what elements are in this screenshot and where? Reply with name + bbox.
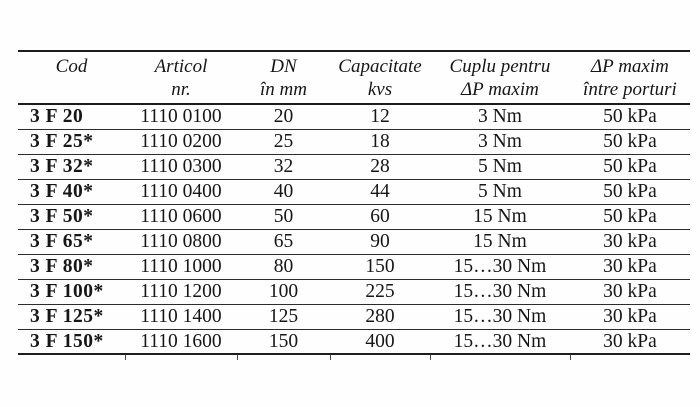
table-cell: 1110 1400: [140, 306, 222, 327]
table-cell: 50 kPa: [603, 181, 657, 202]
table-cell: 1110 1200: [140, 281, 222, 302]
table-cell: 280: [365, 306, 395, 327]
table-cell: 50 kPa: [603, 131, 657, 152]
header-cell: DN în mm: [259, 56, 307, 100]
table-row: 3 F 150* 1110 1600 150 400 15…30 Nm 30 kPa: [18, 330, 690, 355]
table-cell: 3 F 125*: [30, 306, 104, 327]
valve-spec-table: Cod Articol nr. DN în mm Capacitate kvs Cuplu p…: [18, 50, 690, 360]
table-cell: 5 Nm: [478, 156, 522, 177]
table-cell: 15…30 Nm: [453, 281, 547, 302]
table-cell: 50 kPa: [603, 106, 657, 127]
table-cell: 1110 0600: [140, 206, 222, 227]
table-cell: 50 kPa: [603, 156, 657, 177]
table-cell: 3 F 80*: [30, 256, 94, 277]
table-header-row: Cod Articol nr. DN în mm Capacitate kvs Cuplu p…: [18, 52, 690, 105]
table-cell: 15…30 Nm: [453, 256, 547, 277]
table-cell: 60: [370, 206, 390, 227]
table-cell: 1110 1600: [140, 331, 222, 352]
table-cell: 15 Nm: [473, 231, 527, 252]
table-row: 3 F 50* 1110 0600 50 60 15 Nm 50 kPa: [18, 205, 690, 230]
table-cell: 1110 0100: [140, 106, 222, 127]
table-cell: 20: [273, 106, 294, 127]
table-row: 3 F 65* 1110 0800 65 90 15 Nm 30 kPa: [18, 230, 690, 255]
table-cell: 15…30 Nm: [453, 306, 547, 327]
table-body: 3 F 20 1110 0100 20 12 3 Nm 50 kPa 3 F 25* 1110…: [18, 105, 690, 355]
header-cell: Cuplu pentru ΔP maxim: [449, 56, 551, 100]
header-cell: Articol nr.: [154, 56, 208, 100]
table-cell: 1110 0400: [140, 181, 222, 202]
table-row: 3 F 40* 1110 0400 40 44 5 Nm 50 kPa: [18, 180, 690, 205]
table-cell: 3 F 20: [30, 106, 84, 127]
table-cell: 65: [273, 231, 294, 252]
table-cell: 90: [370, 231, 390, 252]
header-cell: ΔP maxim între porturi: [583, 56, 677, 100]
table-cell: 15 Nm: [473, 206, 527, 227]
table-row: 3 F 100* 1110 1200 100 225 15…30 Nm 30 kPa: [18, 280, 690, 305]
table-cell: 30 kPa: [603, 306, 657, 327]
header-cell: Cod: [55, 56, 88, 77]
table-cell: 3 F 25*: [30, 131, 94, 152]
table-cell: 3 F 32*: [30, 156, 94, 177]
table-cell: 1110 0800: [140, 231, 222, 252]
table-cell: 30 kPa: [603, 281, 657, 302]
table-row: 3 F 80* 1110 1000 80 150 15…30 Nm 30 kPa: [18, 255, 690, 280]
column-tick: [429, 355, 432, 360]
table-cell: 40: [273, 181, 294, 202]
table-cell: 18: [370, 131, 390, 152]
table-cell: 30 kPa: [603, 331, 657, 352]
table-cell: 1110 1000: [140, 256, 222, 277]
table-cell: 1110 0300: [140, 156, 222, 177]
table-cell: 3 F 150*: [30, 331, 104, 352]
table-row: 3 F 25* 1110 0200 25 18 3 Nm 50 kPa: [18, 130, 690, 155]
table-cell: 125: [268, 306, 299, 327]
column-tick: [236, 355, 239, 360]
table-cell: 3 F 65*: [30, 231, 94, 252]
header-cell: Capacitate kvs: [338, 56, 422, 100]
column-tick: [329, 355, 332, 360]
table-cell: 30 kPa: [603, 231, 657, 252]
table-cell: 150: [365, 256, 395, 277]
table-cell: 28: [370, 156, 390, 177]
table-cell: 150: [268, 331, 299, 352]
table-cell: 30 kPa: [603, 256, 657, 277]
table-row: 3 F 20 1110 0100 20 12 3 Nm 50 kPa: [18, 105, 690, 130]
table-cell: 50 kPa: [603, 206, 657, 227]
table-row: 3 F 32* 1110 0300 32 28 5 Nm 50 kPa: [18, 155, 690, 180]
table-cell: 3 Nm: [478, 106, 522, 127]
table-cell: 225: [365, 281, 395, 302]
table-cell: 1110 0200: [140, 131, 222, 152]
table-cell: 25: [273, 131, 294, 152]
table-cell: 80: [273, 256, 294, 277]
column-tick: [124, 355, 127, 360]
table-cell: 44: [370, 181, 390, 202]
table-cell: 5 Nm: [478, 181, 522, 202]
table-cell: 400: [365, 331, 395, 352]
table-row: 3 F 125* 1110 1400 125 280 15…30 Nm 30 kPa: [18, 305, 690, 330]
table-cell: 12: [370, 106, 390, 127]
table-cell: 3 F 40*: [30, 181, 94, 202]
table-cell: 3 F 100*: [30, 281, 104, 302]
column-tick: [569, 355, 572, 360]
table-cell: 50: [273, 206, 294, 227]
table-cell: 100: [268, 281, 299, 302]
table-cell: 3 F 50*: [30, 206, 94, 227]
table-cell: 15…30 Nm: [453, 331, 547, 352]
table-cell: 3 Nm: [478, 131, 522, 152]
table-cell: 32: [273, 156, 294, 177]
